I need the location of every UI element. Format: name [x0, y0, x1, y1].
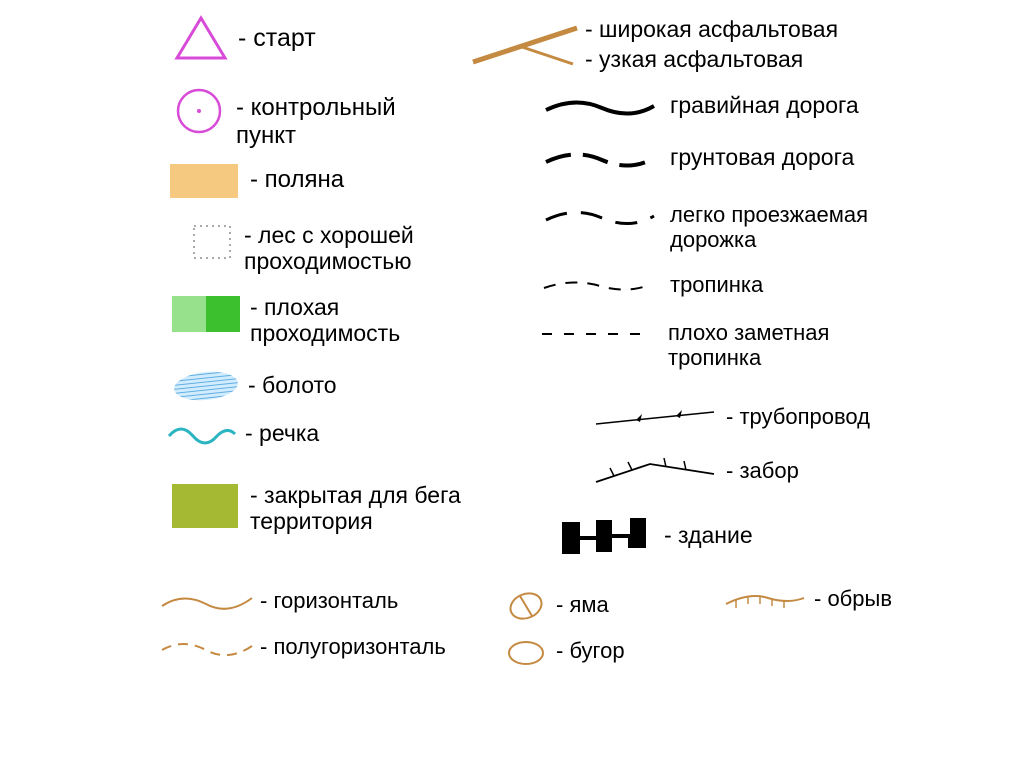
fence-icon: [590, 454, 720, 490]
easy-track-label: легко проезжаемая дорожка: [670, 202, 868, 253]
swamp-icon: [170, 368, 244, 408]
contour-icon: [158, 588, 258, 618]
meadow-icon: [170, 162, 242, 202]
legend-gravel: гравийная дорога: [540, 92, 859, 122]
asphalt-icon: [465, 16, 585, 76]
river-label: - речка: [245, 420, 319, 446]
fence-label: - забор: [726, 458, 799, 483]
faint-path-label: плохо заметная тропинка: [668, 320, 829, 371]
legend-building: - здание: [556, 508, 753, 562]
building-label: - здание: [664, 522, 753, 548]
legend-path: тропинка: [538, 272, 763, 298]
building-icon: [556, 508, 656, 562]
legend-pit: - яма: [500, 588, 609, 626]
forest-icon: [190, 222, 238, 266]
legend-control: - контрольный пункт: [170, 86, 396, 149]
cliff-label: - обрыв: [814, 586, 892, 611]
legend-cliff: - обрыв: [720, 586, 892, 616]
closed-label: - закрытая для бега территория: [250, 482, 461, 535]
pit-icon: [500, 588, 552, 626]
legend-faint-path: плохо заметная тропинка: [536, 320, 829, 371]
swamp-label: - болото: [248, 372, 337, 398]
forest-label: - лес с хорошей проходимостью: [244, 222, 414, 275]
bad-pass-label: - плохая проходимость: [250, 294, 400, 347]
easy-track-icon: [540, 202, 660, 232]
legend-bad-pass: - плохая проходимость: [172, 294, 400, 347]
narrow-asphalt-label: - узкая асфальтовая: [585, 46, 838, 72]
path-icon: [538, 272, 658, 298]
legend-knoll: - бугор: [500, 636, 625, 670]
half-contour-label: - полугоризонталь: [260, 634, 446, 659]
cliff-icon: [720, 586, 810, 616]
river-icon: [163, 418, 243, 452]
bad-pass-icon: [172, 294, 244, 336]
closed-icon: [172, 480, 244, 534]
knoll-icon: [500, 636, 552, 670]
gravel-icon: [540, 92, 660, 122]
legend-half-contour: - полугоризонталь: [158, 634, 446, 664]
dirt-icon: [540, 144, 660, 174]
faint-path-icon: [536, 320, 656, 346]
half-contour-icon: [158, 634, 258, 664]
pit-label: - яма: [556, 592, 609, 617]
legend-swamp: - болото: [170, 368, 337, 408]
path-label: тропинка: [670, 272, 763, 297]
legend-pipeline: - трубопровод: [590, 404, 870, 434]
legend-fence: - забор: [590, 454, 799, 490]
legend-meadow: - поляна: [170, 162, 344, 202]
legend-closed: - закрытая для бега территория: [172, 480, 461, 535]
legend-dirt: грунтовая дорога: [540, 144, 854, 174]
legend-asphalt: - широкая асфальтовая - узкая асфальтова…: [465, 16, 838, 76]
dirt-label: грунтовая дорога: [670, 144, 854, 170]
pipeline-label: - трубопровод: [726, 404, 870, 429]
gravel-label: гравийная дорога: [670, 92, 859, 118]
control-label: - контрольный пункт: [236, 94, 396, 149]
circle-icon: [170, 86, 228, 138]
legend-river: - речка: [163, 418, 319, 452]
pipeline-icon: [590, 404, 720, 434]
meadow-label: - поляна: [250, 166, 344, 194]
start-label: - старт: [238, 24, 316, 53]
knoll-label: - бугор: [556, 638, 625, 663]
wide-asphalt-label: - широкая асфальтовая: [585, 16, 838, 42]
legend-start: - старт: [170, 14, 316, 64]
legend-forest: - лес с хорошей проходимостью: [190, 222, 414, 275]
contour-label: - горизонталь: [260, 588, 398, 613]
legend-easy-track: легко проезжаемая дорожка: [540, 202, 868, 253]
triangle-icon: [170, 14, 232, 64]
legend-contour: - горизонталь: [158, 588, 398, 618]
